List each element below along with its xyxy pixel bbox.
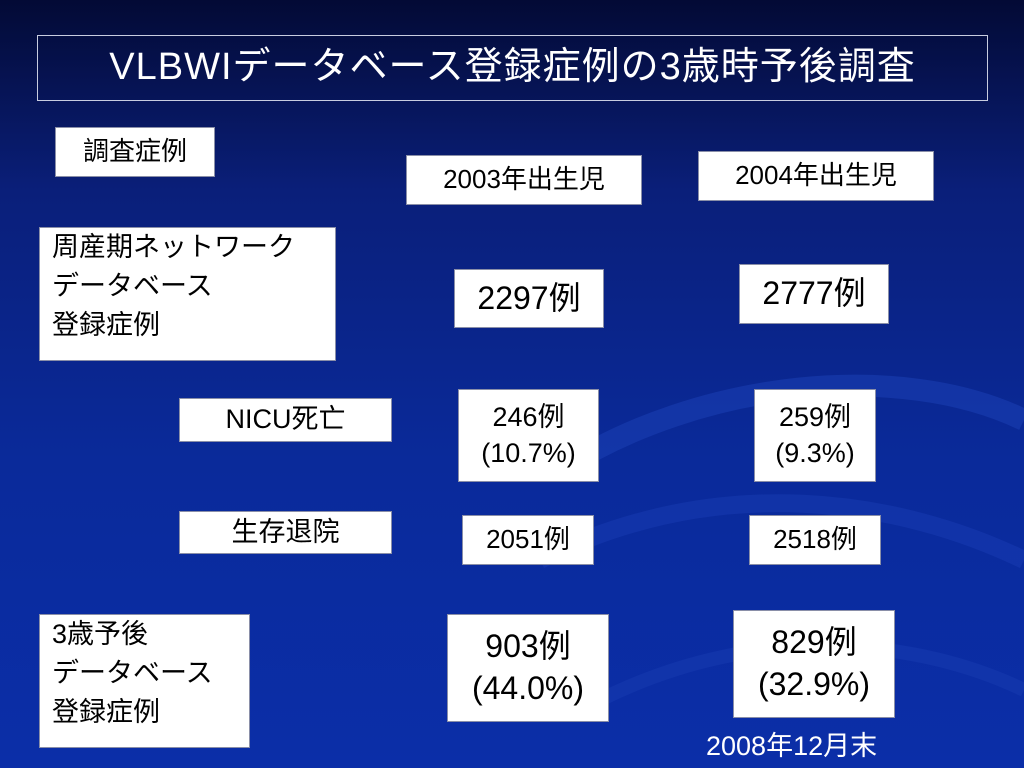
value-registered-2003: 2297例: [454, 269, 604, 328]
value-survival-2003: 2051例: [462, 515, 594, 565]
row-label-registered: 周産期ネットワーク データベース 登録症例: [39, 227, 336, 361]
study-cases-label: 調査症例: [55, 127, 215, 177]
row-label-nicu-death: NICU死亡: [179, 398, 392, 442]
value-nicu-death-2003: 246例 (10.7%): [458, 389, 599, 482]
value-registered-2004: 2777例: [739, 264, 889, 324]
column-header-2004: 2004年出生児: [698, 151, 934, 201]
footnote-date: 2008年12月末: [706, 731, 878, 761]
slide-title-text: VLBWIデータベース登録症例の3歳時予後調査: [109, 46, 916, 89]
row-label-prognosis: 3歳予後 データベース 登録症例: [39, 614, 250, 748]
value-survival-2004: 2518例: [749, 515, 881, 565]
value-prognosis-2004: 829例 (32.9%): [733, 610, 895, 718]
slide-title: VLBWIデータベース登録症例の3歳時予後調査: [37, 35, 988, 101]
column-header-2003: 2003年出生児: [406, 155, 642, 205]
value-nicu-death-2004: 259例 (9.3%): [754, 389, 876, 482]
row-label-survival: 生存退院: [179, 511, 392, 554]
value-prognosis-2003: 903例 (44.0%): [447, 614, 609, 722]
